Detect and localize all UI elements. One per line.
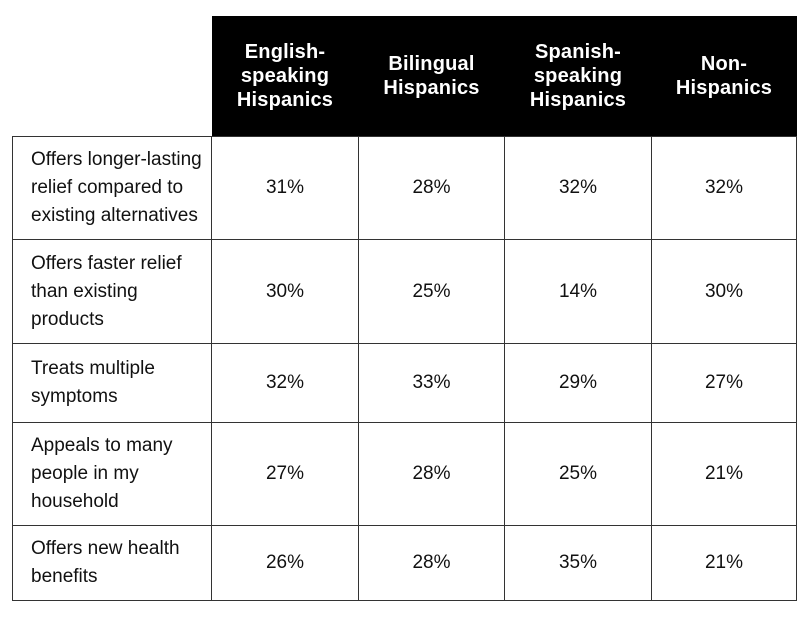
value-cell: 31% [211, 136, 359, 240]
value-cell: 28% [358, 422, 505, 526]
value-cell: 30% [651, 239, 797, 344]
value-cell: 35% [504, 525, 652, 601]
comparison-table: English- speaking Hispanics Bilingual Hi… [12, 16, 797, 601]
header-spanish-speaking: Spanish- speaking Hispanics [504, 16, 652, 137]
value-cell: 28% [358, 525, 505, 601]
value-cell: 28% [358, 136, 505, 240]
value-cell: 32% [651, 136, 797, 240]
row-label: Treats multiple symptoms [31, 358, 155, 407]
header-label: Bilingual Hispanics [383, 53, 480, 99]
table-row: Appeals to many people in my household 2… [12, 422, 797, 526]
value-cell: 32% [504, 136, 652, 240]
header-corner-cell [12, 16, 212, 137]
header-label: Spanish- speaking Hispanics [529, 41, 627, 111]
row-label: Offers new health benefits [31, 538, 180, 587]
value-cell: 21% [651, 422, 797, 526]
row-label-cell: Offers new health benefits [12, 525, 212, 601]
row-label-cell: Offers faster relief than existing produ… [12, 239, 212, 344]
value-cell: 21% [651, 525, 797, 601]
value-cell: 25% [504, 422, 652, 526]
row-label: Appeals to many people in my household [31, 435, 173, 512]
value-cell: 27% [651, 343, 797, 423]
header-row: English- speaking Hispanics Bilingual Hi… [12, 16, 797, 137]
table-row: Offers new health benefits 26% 28% 35% 2… [12, 525, 797, 601]
value-cell: 14% [504, 239, 652, 344]
header-non-hispanics: Non- Hispanics [651, 16, 797, 137]
header-bilingual: Bilingual Hispanics [358, 16, 505, 137]
value-cell: 26% [211, 525, 359, 601]
row-label-cell: Offers longer-lasting relief compared to… [12, 136, 212, 240]
table-row: Offers faster relief than existing produ… [12, 239, 797, 344]
header-english-speaking: English- speaking Hispanics [211, 16, 359, 137]
value-cell: 33% [358, 343, 505, 423]
value-cell: 30% [211, 239, 359, 344]
row-label: Offers longer-lasting relief compared to… [31, 149, 202, 226]
value-cell: 27% [211, 422, 359, 526]
value-cell: 32% [211, 343, 359, 423]
row-label-cell: Treats multiple symptoms [12, 343, 212, 423]
value-cell: 29% [504, 343, 652, 423]
row-label: Offers faster relief than existing produ… [31, 252, 182, 330]
header-label: Non- Hispanics [675, 53, 773, 99]
table-row: Treats multiple symptoms 32% 33% 29% 27% [12, 343, 797, 423]
table-row: Offers longer-lasting relief compared to… [12, 136, 797, 240]
value-cell: 25% [358, 239, 505, 344]
row-label-cell: Appeals to many people in my household [12, 422, 212, 526]
header-label: English- speaking Hispanics [236, 41, 334, 111]
